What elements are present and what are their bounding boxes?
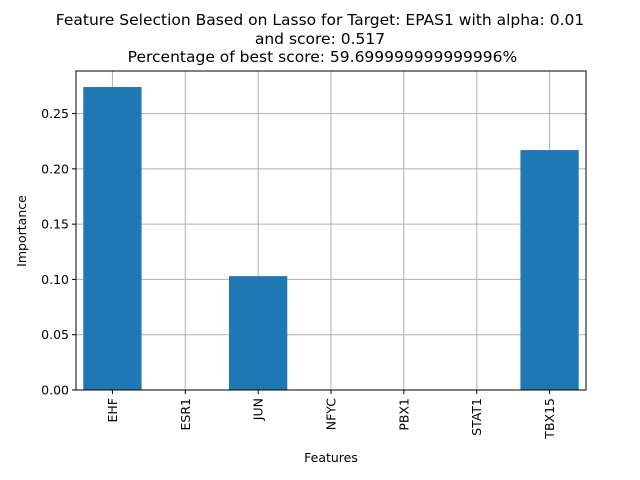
y-tick-label: 0.15	[41, 217, 69, 232]
chart-title-line-1: Feature Selection Based on Lasso for Tar…	[55, 11, 585, 29]
bar-layer	[83, 87, 579, 390]
bar-ehf	[83, 87, 142, 390]
y-tick-label: 0.05	[41, 327, 69, 342]
chart-title-line-2: and score: 0.517	[254, 30, 386, 48]
x-tick-label: TBX15	[542, 398, 557, 440]
x-tick-label: JUN	[251, 398, 266, 421]
y-tick-label: 0.20	[41, 161, 69, 176]
tick-layer: EHF ESR1 JUN NFYC PBX1 STAT1 TBX15 0.00 0.05 0.10…	[41, 106, 557, 440]
y-tick-label: 0.10	[41, 272, 69, 287]
y-axis-label: Importance	[14, 195, 29, 267]
y-tick-label: 0.00	[41, 383, 69, 398]
bar-tbx15	[520, 150, 579, 390]
x-tick-label: PBX1	[396, 398, 411, 431]
x-tick-label: EHF	[105, 398, 120, 423]
x-tick-label: NFYC	[324, 398, 339, 430]
chart-title-line-3: Percentage of best score: 59.69999999999…	[122, 48, 518, 66]
x-tick-label: STAT1	[469, 398, 484, 436]
y-tick-label: 0.25	[41, 106, 69, 121]
x-tick-label: ESR1	[178, 398, 193, 430]
grid-layer	[76, 71, 586, 391]
bar-jun	[229, 276, 288, 390]
x-axis-label: Features	[304, 450, 358, 465]
